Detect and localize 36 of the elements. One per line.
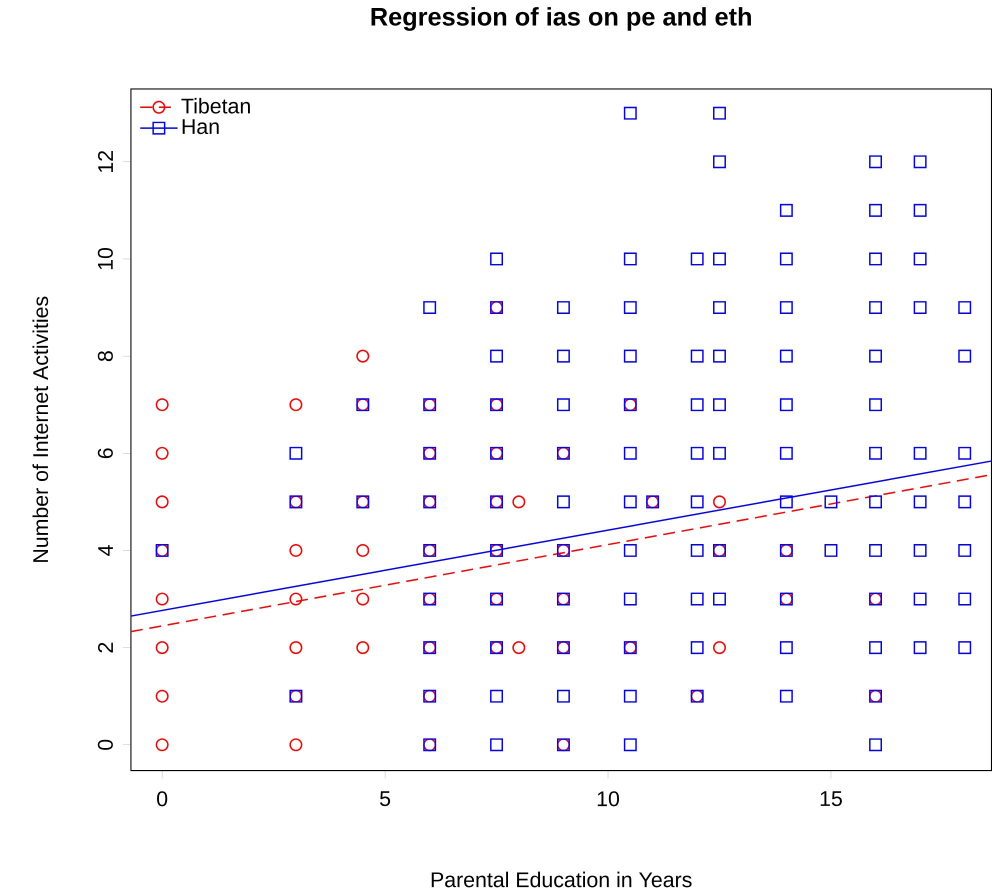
- y-tick-label: 10: [98, 248, 113, 269]
- point: [289, 738, 302, 752]
- x-axis-title: Parental Education in Years: [432, 871, 692, 888]
- chart-title: Regression of ias on pe and eth: [372, 6, 751, 31]
- point: [156, 592, 169, 606]
- y-tick-label: 8: [98, 350, 113, 361]
- point: [289, 544, 302, 557]
- point: [512, 495, 526, 508]
- y-tick-label: 6: [98, 448, 113, 458]
- point: [156, 690, 169, 702]
- point: [289, 640, 302, 654]
- point: [289, 398, 302, 411]
- point: [156, 738, 169, 752]
- x-tick-label: 15: [820, 791, 842, 806]
- y-tick-label: 4: [98, 544, 113, 556]
- y-tick-label: 12: [98, 150, 113, 172]
- point: [356, 544, 370, 557]
- y-tick-label: 2: [98, 642, 113, 652]
- point: [289, 592, 302, 606]
- legend-label: Han: [182, 119, 219, 134]
- point: [713, 495, 726, 508]
- x-tick-label: 10: [598, 791, 620, 806]
- point: [156, 446, 169, 460]
- x-tick-label: 5: [380, 791, 390, 806]
- point: [356, 349, 370, 362]
- y-tick-label: 0: [98, 740, 113, 750]
- point: [512, 640, 526, 654]
- legend-label: Tibetan: [181, 98, 250, 114]
- point: [156, 495, 169, 508]
- x-tick-label: 0: [157, 791, 168, 806]
- y-axis-title: Number of Internet Activities: [32, 296, 48, 562]
- point: [356, 592, 370, 606]
- point: [713, 640, 726, 654]
- point: [156, 640, 169, 654]
- point: [356, 640, 370, 654]
- point: [156, 398, 169, 411]
